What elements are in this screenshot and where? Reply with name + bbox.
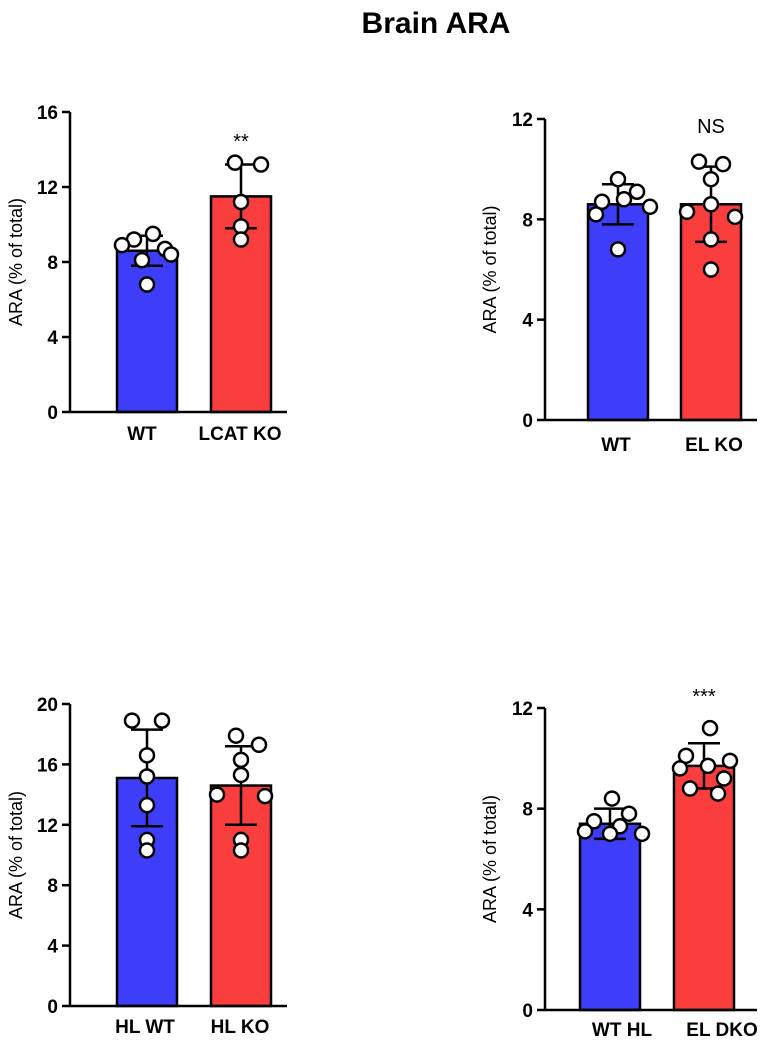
category-label: HL WT (115, 1017, 175, 1038)
data-point (226, 154, 244, 171)
data-point (232, 842, 250, 859)
data-point (678, 203, 696, 221)
significance-annotation: NS (697, 116, 725, 138)
data-point (699, 757, 717, 775)
y-tick-label: 8 (522, 210, 533, 231)
data-point (603, 790, 621, 807)
data-point (144, 225, 162, 243)
data-point (227, 727, 245, 744)
data-point (587, 206, 605, 223)
bar-el-dko (672, 764, 736, 1012)
y-tick-label: 12 (37, 816, 58, 837)
data-point (702, 231, 720, 248)
data-point (256, 787, 274, 805)
data-point (250, 736, 268, 754)
bar-wt (115, 249, 179, 414)
category-label: HL KO (211, 1017, 270, 1038)
y-tick-label: 0 (522, 1001, 533, 1022)
category-label: WT HL (592, 1020, 653, 1041)
data-point (715, 770, 733, 787)
data-point (138, 796, 156, 814)
data-point (252, 156, 270, 173)
data-point (690, 153, 708, 170)
chart-panel-3: 0 4 8 12 16 20 HL WT HL KO ARA (% of total) (6, 695, 287, 1038)
data-point (138, 747, 156, 764)
chart-panel-2: 0 4 8 12 WT EL KO ARA (% of total) NS (480, 110, 757, 456)
y-tick-label: 8 (522, 800, 533, 821)
y-axis-label: ARA (% of total) (480, 205, 500, 333)
y-tick-label: 16 (37, 103, 58, 124)
data-point (133, 251, 151, 269)
y-tick-label: 16 (37, 755, 58, 776)
y-tick-label: 0 (47, 403, 58, 424)
y-tick-label: 20 (37, 695, 58, 716)
y-tick-label: 0 (522, 411, 533, 432)
y-tick-label: 0 (47, 997, 58, 1018)
data-point (628, 183, 646, 200)
data-point (585, 813, 603, 830)
y-tick-label: 8 (47, 253, 58, 274)
y-tick-label: 12 (512, 699, 533, 720)
category-label: EL KO (685, 435, 743, 456)
y-tick-label: 4 (47, 328, 58, 349)
data-point (615, 191, 633, 208)
category-label: WT (601, 435, 631, 456)
data-point (633, 825, 651, 843)
data-point (138, 842, 156, 859)
category-label: WT (127, 424, 157, 445)
data-point (702, 170, 720, 188)
data-point (641, 198, 659, 216)
significance-annotation: ** (233, 131, 249, 153)
y-tick-label: 4 (47, 937, 58, 958)
chart-panel-4: 0 4 8 12 WT HL EL DKO ARA (% of total) *** (480, 686, 758, 1041)
data-point (702, 261, 720, 278)
y-tick-label: 8 (47, 876, 58, 897)
data-point (609, 241, 627, 258)
data-point (701, 719, 719, 737)
data-point (113, 236, 131, 254)
bar-wt (586, 203, 650, 422)
y-tick-label: 12 (37, 178, 58, 199)
data-point (726, 208, 744, 226)
data-point (232, 766, 250, 784)
data-point (153, 712, 171, 729)
data-point (208, 786, 226, 803)
y-tick-label: 4 (522, 900, 533, 921)
category-label: EL DKO (686, 1020, 757, 1041)
y-axis-label: ARA (% of total) (480, 795, 500, 923)
data-point (609, 170, 627, 188)
data-point (709, 785, 727, 802)
figure-title: Brain ARA (362, 7, 511, 40)
data-point (138, 276, 156, 293)
data-point (681, 780, 699, 797)
data-point (702, 196, 720, 213)
data-point (232, 193, 250, 211)
data-point (721, 752, 739, 770)
y-tick-label: 12 (512, 110, 533, 131)
category-label: LCAT KO (198, 424, 281, 445)
data-point (232, 751, 250, 769)
data-point (123, 712, 141, 729)
data-point (620, 805, 638, 822)
data-point (671, 760, 689, 777)
data-point (232, 231, 250, 248)
significance-annotation: *** (692, 686, 716, 708)
data-point (601, 825, 619, 843)
bar-wt-hl (578, 822, 642, 1012)
data-point (138, 768, 156, 785)
data-point (576, 823, 594, 840)
chart-panel-1: 0 4 8 12 16 WT LCAT KO ARA (% of total) ** (6, 103, 287, 445)
data-point (714, 155, 732, 173)
y-axis-label: ARA (% of total) (6, 198, 26, 326)
y-axis-label: ARA (% of total) (6, 791, 26, 919)
y-tick-label: 4 (522, 311, 533, 332)
data-point (162, 246, 180, 263)
